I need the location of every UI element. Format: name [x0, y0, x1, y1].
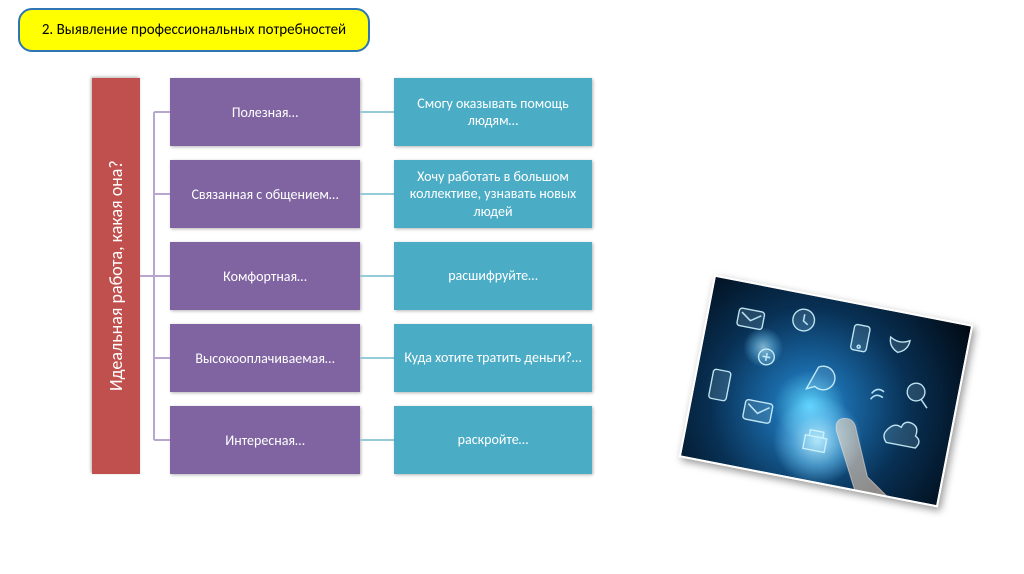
description-node: Хочу работать в большом коллективе, узна… — [394, 160, 592, 228]
diagram-row: Комфортная… расшифруйте… — [170, 242, 592, 310]
connector-line — [360, 439, 394, 441]
category-label: Интересная… — [225, 432, 304, 449]
category-node: Полезная… — [170, 78, 360, 146]
description-node: Куда хотите тратить деньги?… — [394, 324, 592, 392]
connector-line — [360, 111, 394, 113]
category-label: Комфортная… — [223, 268, 307, 285]
category-label: Полезная… — [232, 104, 298, 121]
description-node: раскройте… — [394, 406, 592, 474]
connector-line — [360, 357, 394, 359]
tech-icons-overlay — [681, 277, 971, 506]
connector-line — [360, 193, 394, 195]
bracket-connector — [140, 78, 170, 474]
description-label: раскройте… — [458, 431, 529, 449]
description-label: расшифруйте… — [448, 267, 538, 285]
description-label: Хочу работать в большом коллективе, узна… — [404, 168, 582, 221]
category-node: Интересная… — [170, 406, 360, 474]
category-label: Высокооплачиваемая… — [195, 350, 334, 367]
category-node: Комфортная… — [170, 242, 360, 310]
root-node: Идеальная работа, какая она? — [92, 78, 140, 474]
connector-line — [360, 275, 394, 277]
rows-container: Полезная… Смогу оказывать помощь людям… Св… — [170, 78, 592, 474]
diagram-row: Высокооплачиваемая… Куда хотите тратить д… — [170, 324, 592, 392]
category-node: Высокооплачиваемая… — [170, 324, 360, 392]
description-label: Смогу оказывать помощь людям… — [404, 95, 582, 130]
root-label: Идеальная работа, какая она? — [105, 161, 127, 392]
description-label: Куда хотите тратить деньги?… — [404, 349, 581, 367]
title-box: 2. Выявление профессиональных потребност… — [18, 8, 370, 52]
diagram-row: Полезная… Смогу оказывать помощь людям… — [170, 78, 592, 146]
decorative-image — [679, 275, 974, 508]
category-node: Связанная с общением… — [170, 160, 360, 228]
hierarchy-diagram: Идеальная работа, какая она? Полезная… См… — [92, 78, 592, 474]
diagram-row: Связанная с общением… Хочу работать в бол… — [170, 160, 592, 228]
diagram-row: Интересная… раскройте… — [170, 406, 592, 474]
description-node: расшифруйте… — [394, 242, 592, 310]
title-text: 2. Выявление профессиональных потребност… — [42, 21, 346, 39]
description-node: Смогу оказывать помощь людям… — [394, 78, 592, 146]
category-label: Связанная с общением… — [191, 186, 338, 203]
